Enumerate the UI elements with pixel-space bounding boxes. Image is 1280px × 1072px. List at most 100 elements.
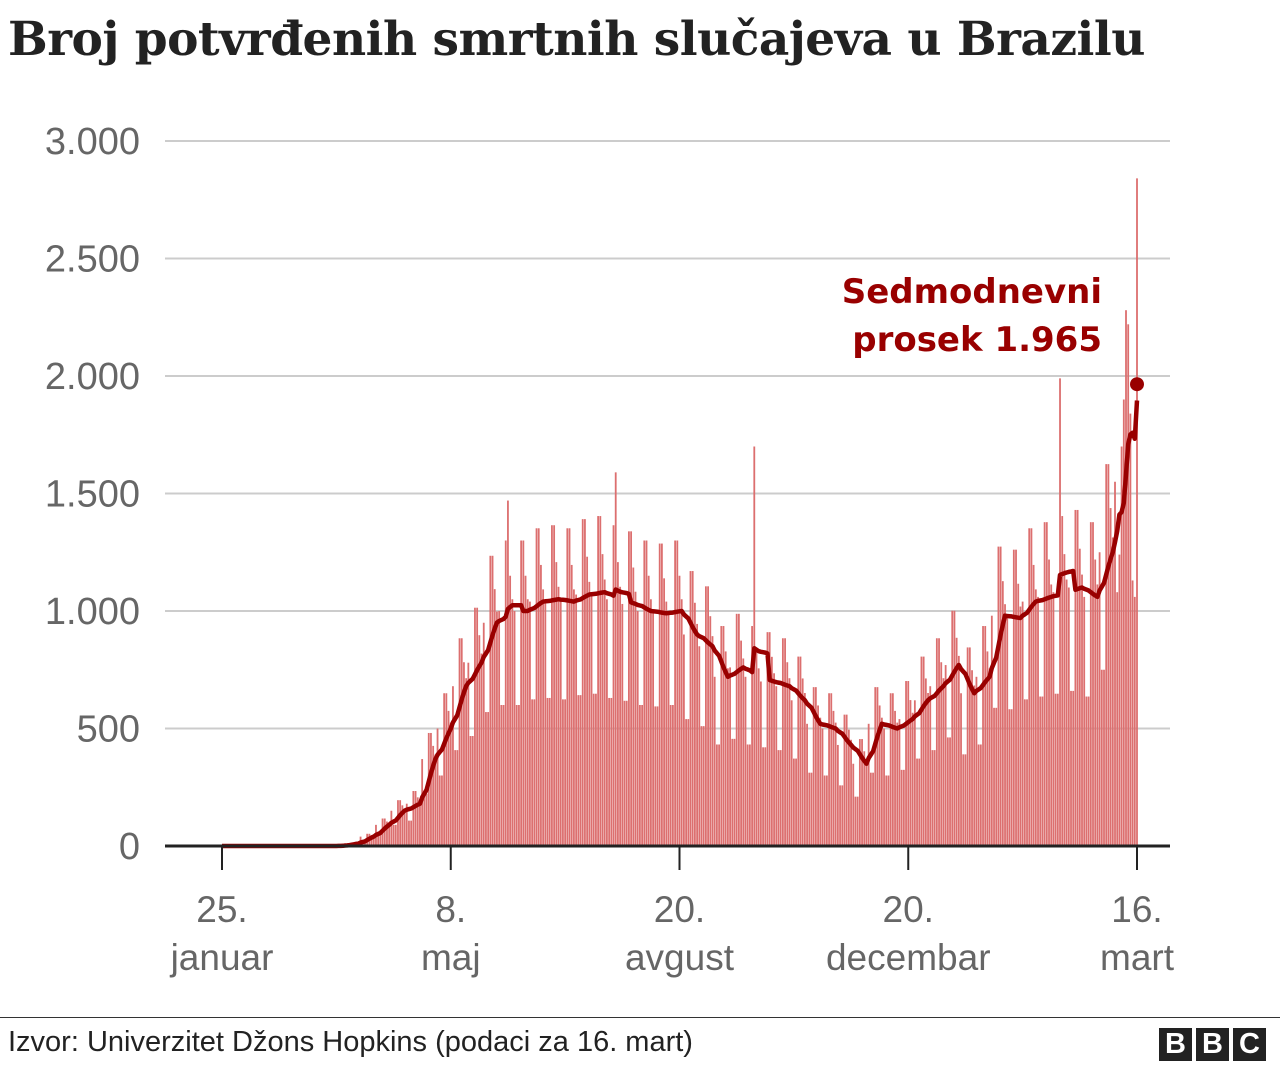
daily-bar (898, 719, 901, 846)
daily-bar (924, 678, 927, 846)
daily-bar (821, 728, 824, 846)
daily-bar (1087, 696, 1090, 846)
daily-bar (522, 540, 525, 846)
daily-bar (933, 750, 936, 846)
daily-bar (1074, 509, 1077, 846)
annotation-line2: prosek 1.965 (852, 320, 1102, 360)
y-tick-label: 1.000 (45, 591, 140, 633)
daily-bar (1012, 549, 1015, 846)
daily-bar (449, 722, 452, 846)
daily-bar (1041, 696, 1044, 846)
daily-bar (379, 833, 382, 846)
daily-bar (737, 613, 740, 846)
daily-bar (748, 744, 751, 846)
gridlines (165, 140, 1170, 730)
daily-bar (1098, 552, 1101, 846)
daily-bar (814, 687, 817, 846)
daily-bar (441, 775, 443, 846)
daily-bar (1122, 399, 1125, 846)
x-tick-day: 25. (196, 889, 247, 930)
daily-bar (841, 785, 844, 846)
daily-bar (1026, 699, 1028, 846)
daily-bar (650, 599, 652, 846)
daily-bar (405, 803, 408, 846)
daily-bar (858, 739, 861, 846)
daily-bar (1096, 584, 1099, 846)
daily-bar (702, 726, 705, 846)
daily-bar (1043, 522, 1046, 846)
x-tick-day: 8. (435, 889, 466, 930)
daily-bar (1054, 693, 1057, 846)
daily-bar (764, 747, 767, 846)
daily-bar (1103, 669, 1105, 846)
latest-average-marker (1130, 377, 1144, 392)
daily-bar (1006, 618, 1009, 846)
daily-bar (993, 707, 995, 846)
daily-bar (463, 662, 465, 846)
daily-bar (643, 540, 646, 846)
daily-bar (1072, 690, 1075, 846)
daily-bar (938, 638, 940, 846)
daily-bar (940, 662, 943, 846)
daily-bar (370, 835, 373, 846)
daily-bar (1030, 528, 1033, 846)
daily-bar (636, 611, 639, 846)
daily-bar (1023, 699, 1026, 846)
daily-bar (397, 800, 399, 846)
daily-bar (603, 579, 606, 846)
daily-bar (1004, 604, 1006, 846)
daily-bar (718, 744, 720, 846)
daily-bar (911, 712, 914, 846)
daily-bar (577, 695, 580, 846)
daily-bar (951, 610, 954, 846)
y-tick-label: 2.000 (45, 356, 140, 398)
daily-bar (1039, 696, 1042, 846)
daily-bar (900, 769, 903, 846)
daily-bar (1083, 596, 1086, 846)
daily-bar (606, 599, 608, 846)
daily-bar (700, 726, 703, 846)
daily-bar (1067, 587, 1070, 846)
daily-bar (1056, 693, 1059, 846)
daily-bar (878, 705, 881, 846)
daily-bar (564, 699, 567, 846)
daily-bar (504, 540, 507, 846)
daily-bar (443, 693, 446, 846)
daily-bar (669, 705, 672, 846)
daily-bar (894, 710, 896, 846)
daily-bar (1065, 579, 1068, 846)
daily-bar (1094, 559, 1097, 846)
daily-bar (885, 775, 888, 846)
daily-bar (458, 638, 461, 846)
daily-bar (775, 686, 778, 846)
daily-bar (619, 586, 622, 846)
footer-divider (0, 1017, 1280, 1018)
logo-letter: C (1233, 1028, 1266, 1061)
daily-bar (1089, 522, 1092, 846)
daily-bar (850, 739, 852, 846)
daily-bar (614, 472, 617, 846)
daily-bar (918, 758, 921, 846)
daily-bar (715, 744, 718, 846)
daily-bar (832, 710, 835, 846)
daily-bar (485, 712, 487, 846)
daily-bar (680, 599, 683, 846)
daily-bar (647, 575, 650, 846)
daily-bar (487, 712, 490, 846)
daily-bar (995, 707, 998, 846)
daily-bar (412, 791, 415, 846)
daily-bar (1028, 528, 1031, 846)
daily-bar (610, 697, 613, 846)
daily-bar (515, 705, 518, 846)
daily-bar (854, 796, 857, 846)
daily-bar (799, 656, 802, 846)
daily-bar (770, 656, 773, 846)
y-tick-label: 2.500 (45, 239, 140, 281)
daily-bar (968, 647, 971, 846)
daily-bar (383, 818, 386, 846)
bbc-logo: B B C (1159, 1028, 1266, 1061)
daily-bar (755, 651, 758, 846)
daily-bar (388, 823, 391, 846)
daily-bar (726, 668, 729, 846)
daily-bar (678, 575, 681, 846)
